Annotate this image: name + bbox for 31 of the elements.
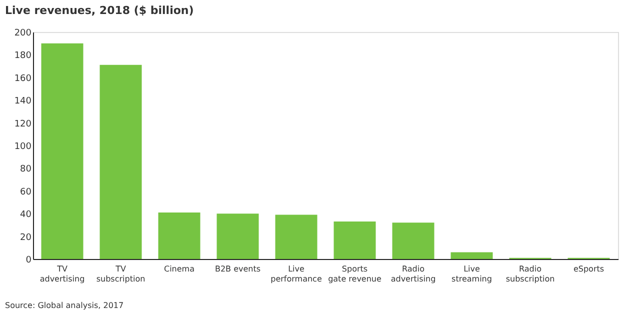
bar [334,222,376,259]
x-tick-label: Live performance [270,264,322,284]
y-tick-label: 20 [20,232,32,243]
x-tick-label: Radio advertising [390,264,436,284]
bar [41,43,84,259]
x-tick-label: Cinema [164,264,195,274]
y-tick-label: 140 [14,96,32,107]
x-tick-label: Sports gate revenue [328,264,382,284]
y-tick-label: 80 [20,164,32,175]
bar [450,252,493,259]
x-tick-label: TV subscription [96,264,146,284]
chart-title: Live revenues, 2018 ($ billion) [5,4,194,17]
bar [158,212,200,259]
bar [275,214,318,259]
y-tick-label: 40 [20,210,32,220]
x-tick-label: eSports [573,264,604,274]
bar [216,214,259,259]
y-tick-label: 100 [14,142,32,152]
x-tick-label: B2B events [214,264,261,274]
y-tick-label: 200 [14,28,32,38]
x-tick-label: Live streaming [452,264,492,284]
source-note: Source: Global analysis, 2017 [5,301,124,310]
y-tick-label: 160 [14,74,32,84]
bar [100,64,142,259]
x-tick-label: TV advertising [40,264,85,284]
x-tick-label: Radio subscription [506,264,555,284]
bar [392,222,434,259]
y-tick-label: 120 [14,119,32,130]
y-tick-label: 180 [14,51,32,62]
y-tick-label: 0 [26,256,32,266]
y-tick-label: 60 [20,187,32,198]
